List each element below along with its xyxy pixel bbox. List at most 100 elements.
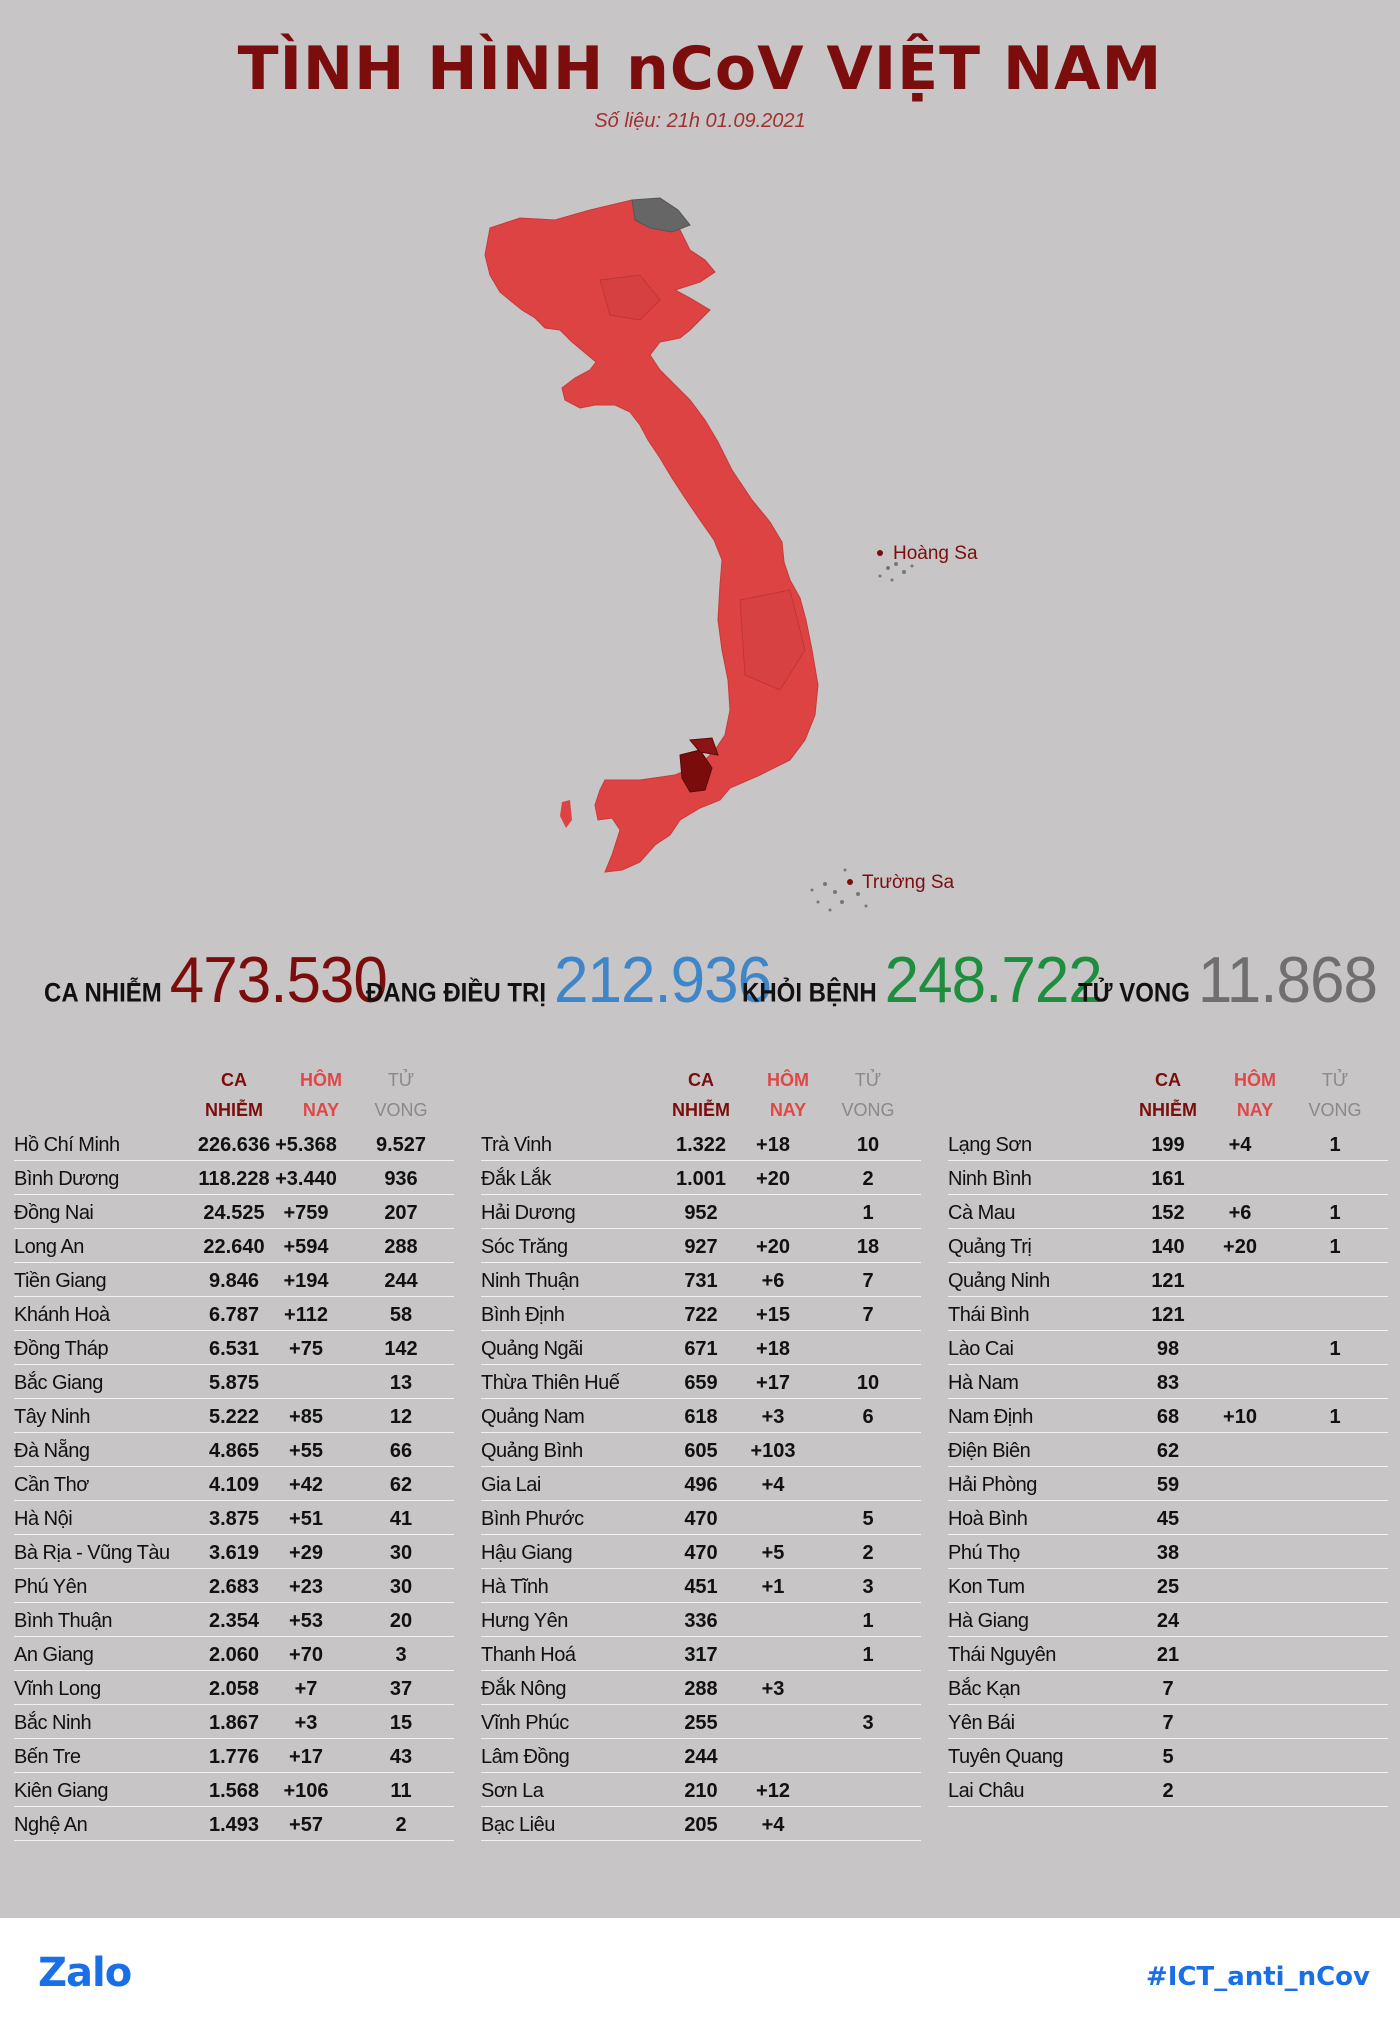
province-name: Hậu Giang <box>481 1542 573 1564</box>
today-cell: +3.440 <box>275 1168 337 1190</box>
table-row: Bà Rịa - Vũng Tàu 3.619 +29 30 <box>14 1535 454 1569</box>
cases-cell: 3.875 <box>208 1508 260 1530</box>
deaths-cell: 1 <box>1329 1338 1341 1360</box>
mainland-provinces <box>484 197 819 873</box>
deaths-cell: 10 <box>856 1134 880 1156</box>
table-row: Thái Bình 121 <box>948 1297 1388 1331</box>
table-row: Lào Cai 98 1 <box>948 1331 1388 1365</box>
today-cell: +29 <box>289 1542 323 1564</box>
today-cell: +57 <box>289 1814 323 1836</box>
province-name: Thừa Thiên Huế <box>481 1372 620 1394</box>
table-row: Lạng Sơn 199 +4 1 <box>948 1127 1388 1161</box>
province-name: Cần Thơ <box>14 1474 89 1496</box>
header-deaths: TỬ VONG <box>1308 1070 1362 1120</box>
cases-cell: 6.787 <box>208 1304 260 1326</box>
table-row: Bến Tre 1.776 +17 43 <box>14 1739 454 1773</box>
table-row: Phú Thọ 38 <box>948 1535 1388 1569</box>
cases-cell: 5 <box>1162 1746 1174 1768</box>
today-cell: +75 <box>289 1338 323 1360</box>
today-cell: +5.368 <box>275 1134 337 1156</box>
province-name: Phú Thọ <box>948 1542 1020 1564</box>
province-name: Phú Yên <box>14 1576 87 1598</box>
table-row: Thừa Thiên Huế 659 +17 10 <box>481 1365 921 1399</box>
table-row: Sơn La 210 +12 <box>481 1773 921 1807</box>
province-name: Hà Giang <box>948 1610 1029 1632</box>
cases-cell: 659 <box>684 1372 718 1394</box>
table-row: Hưng Yên 336 1 <box>481 1603 921 1637</box>
province-name: Lạng Sơn <box>948 1134 1032 1156</box>
table-header: CA NHIỄM HÔM NAY TỬ VONG <box>948 1065 1388 1127</box>
deaths-cell: 207 <box>384 1202 418 1224</box>
header-today: HÔM NAY <box>767 1070 809 1120</box>
deaths-cell: 1 <box>862 1202 874 1224</box>
today-cell: +594 <box>283 1236 329 1258</box>
cases-cell: 1.776 <box>208 1746 260 1768</box>
stat-treating: ĐANG ĐIỀU TRỊ 212.936 <box>366 944 772 1016</box>
deaths-cell: 3 <box>862 1576 874 1598</box>
province-name: Bình Thuận <box>14 1610 113 1632</box>
today-cell: +5 <box>761 1542 785 1564</box>
province-name: Quảng Nam <box>481 1406 585 1428</box>
province-name: Nam Định <box>948 1406 1033 1428</box>
province-name: Bình Phước <box>481 1508 584 1530</box>
province-name: Quảng Trị <box>948 1236 1032 1258</box>
phu-quoc-island <box>560 800 572 828</box>
cases-cell: 121 <box>1151 1270 1185 1292</box>
deaths-cell: 1 <box>1329 1406 1341 1428</box>
cases-cell: 140 <box>1151 1236 1185 1258</box>
cases-cell: 317 <box>684 1644 718 1666</box>
deaths-cell: 5 <box>862 1508 874 1530</box>
deaths-cell: 41 <box>389 1508 413 1530</box>
deaths-cell: 62 <box>389 1474 413 1496</box>
table-row: Gia Lai 496 +4 <box>481 1467 921 1501</box>
hashtag-link[interactable]: #ICT_anti_nCov <box>1145 1962 1370 1992</box>
province-name: Đồng Nai <box>14 1202 94 1224</box>
deaths-cell: 1 <box>1329 1134 1341 1156</box>
today-cell: +20 <box>756 1236 790 1258</box>
cases-cell: 161 <box>1151 1168 1185 1190</box>
cases-cell: 952 <box>684 1202 718 1224</box>
today-cell: +4 <box>761 1474 785 1496</box>
cases-cell: 2 <box>1162 1780 1174 1802</box>
province-name: Lào Cai <box>948 1338 1014 1360</box>
cases-cell: 98 <box>1156 1338 1180 1360</box>
table-header: CA NHIỄM HÔM NAY TỬ VONG <box>481 1065 921 1127</box>
deaths-cell: 2 <box>395 1814 407 1836</box>
province-name: Vĩnh Phúc <box>481 1712 569 1734</box>
deaths-cell: 936 <box>384 1168 418 1190</box>
today-cell: +51 <box>289 1508 323 1530</box>
deaths-cell: 244 <box>384 1270 418 1292</box>
table-row: Đồng Nai 24.525 +759 207 <box>14 1195 454 1229</box>
deaths-cell: 11 <box>390 1780 412 1802</box>
province-name: Đồng Tháp <box>14 1338 109 1360</box>
today-cell: +55 <box>289 1440 323 1462</box>
table-row: Bình Thuận 2.354 +53 20 <box>14 1603 454 1637</box>
province-name: Sơn La <box>481 1780 544 1802</box>
truong-sa-marker <box>847 879 853 885</box>
truong-sa-label: Trường Sa <box>862 872 954 893</box>
deaths-cell: 10 <box>856 1372 880 1394</box>
table-row: Tiền Giang 9.846 +194 244 <box>14 1263 454 1297</box>
cases-cell: 618 <box>684 1406 718 1428</box>
deaths-cell: 1 <box>862 1610 874 1632</box>
province-name: Yên Bái <box>948 1712 1015 1734</box>
table-row: Khánh Hoà 6.787 +112 58 <box>14 1297 454 1331</box>
deaths-cell: 30 <box>389 1576 413 1598</box>
deaths-cell: 30 <box>389 1542 413 1564</box>
cases-cell: 25 <box>1156 1576 1180 1598</box>
footer: Zalo #ICT_anti_nCov <box>0 1918 1400 2030</box>
zalo-logo[interactable]: Zalo <box>38 1950 132 1996</box>
province-name: Vĩnh Long <box>14 1678 101 1700</box>
table-row: Hà Tĩnh 451 +1 3 <box>481 1569 921 1603</box>
hanoi-region <box>599 274 661 321</box>
today-cell: +3 <box>761 1406 785 1428</box>
cases-cell: 927 <box>684 1236 718 1258</box>
cases-cell: 1.001 <box>675 1168 727 1190</box>
cases-cell: 1.867 <box>208 1712 260 1734</box>
table-row: Vĩnh Phúc 255 3 <box>481 1705 921 1739</box>
table-row: Cần Thơ 4.109 +42 62 <box>14 1467 454 1501</box>
today-cell: +12 <box>756 1780 790 1802</box>
province-name: Bắc Kạn <box>948 1678 1021 1700</box>
cases-cell: 722 <box>684 1304 718 1326</box>
table-row: Bắc Giang 5.875 13 <box>14 1365 454 1399</box>
